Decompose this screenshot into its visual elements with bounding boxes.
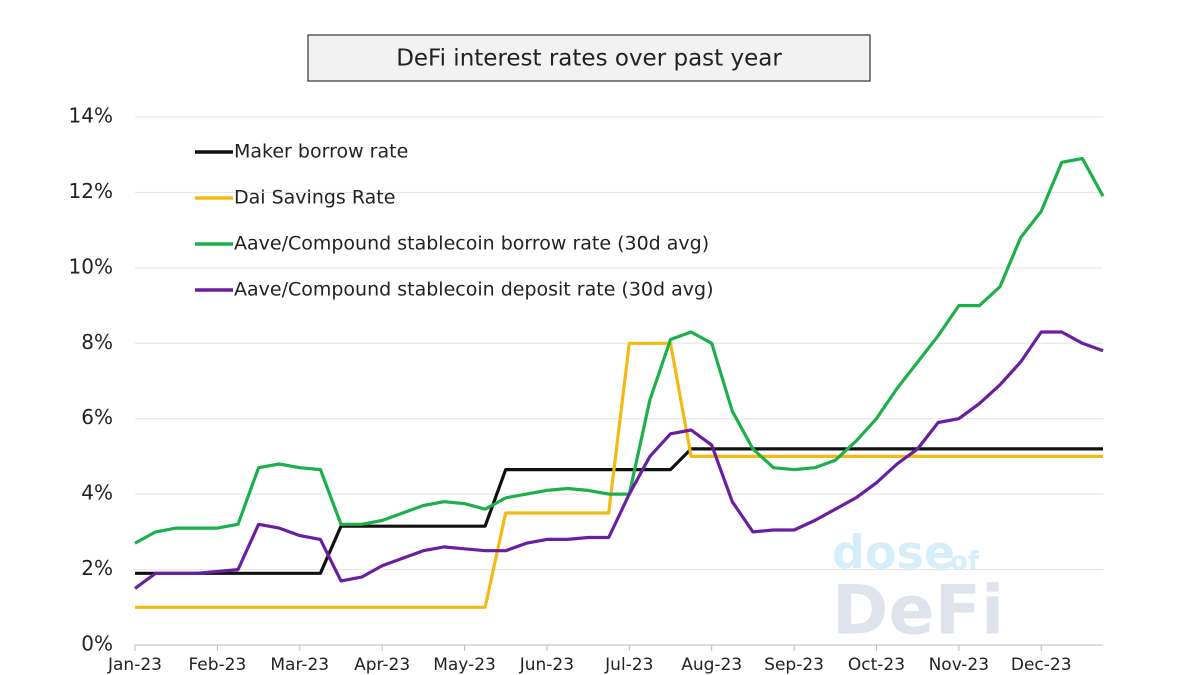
legend-label: Aave/Compound stablecoin deposit rate (3… (234, 279, 713, 301)
legend-label: Dai Savings Rate (234, 187, 395, 209)
x-tick-label: Jun-23 (519, 655, 574, 675)
y-tick-label: 8% (81, 330, 113, 354)
x-tick-label: Dec-23 (1011, 655, 1072, 675)
watermark: of (950, 547, 980, 577)
watermark: DeFi (832, 572, 1004, 651)
x-tick-label: Aug-23 (681, 655, 742, 675)
legend-label: Aave/Compound stablecoin borrow rate (30… (234, 233, 709, 255)
y-tick-label: 2% (81, 556, 113, 580)
series-line (134, 330, 1104, 590)
x-tick-label: Jan-23 (107, 655, 162, 675)
x-tick-label: Apr-23 (354, 655, 410, 675)
y-tick-label: 4% (81, 481, 113, 505)
series-line (135, 447, 1103, 575)
x-tick-label: Sep-23 (764, 655, 824, 675)
y-tick-label: 10% (69, 254, 113, 278)
y-tick-label: 12% (69, 179, 113, 203)
x-tick-label: Oct-23 (848, 655, 905, 675)
y-tick-label: 14% (69, 104, 113, 128)
series-line (134, 156, 1105, 545)
series-line (135, 341, 1103, 609)
legend-label: Maker borrow rate (234, 141, 408, 163)
x-tick-label: Jul-23 (604, 655, 653, 675)
title-box (307, 34, 871, 82)
x-tick-label: Nov-23 (929, 655, 990, 675)
watermark: dose (832, 526, 955, 580)
x-tick-label: May-23 (433, 655, 496, 675)
y-tick-label: 6% (81, 405, 113, 429)
x-tick-label: Mar-23 (270, 655, 329, 675)
y-tick-label: 0% (81, 632, 113, 656)
chart-title: DeFi interest rates over past year (396, 46, 782, 72)
x-tick-label: Feb-23 (188, 655, 246, 675)
